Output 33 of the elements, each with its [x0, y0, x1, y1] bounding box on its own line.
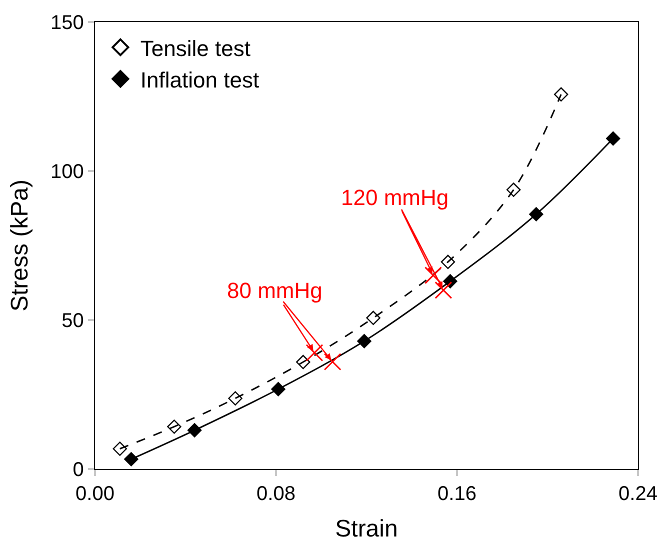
y-tick-label: 0 — [72, 459, 84, 481]
point — [124, 452, 138, 466]
point — [606, 131, 620, 146]
point — [324, 352, 342, 370]
point — [440, 254, 456, 269]
y-tick-label: 100 — [50, 161, 84, 183]
annotation: 80 mmHg — [227, 278, 322, 303]
legend-label: Tensile test — [140, 36, 250, 61]
x-tick-label: 0.08 — [256, 483, 296, 506]
point — [443, 274, 458, 288]
point — [424, 266, 442, 284]
point — [434, 281, 452, 299]
point — [366, 310, 380, 326]
point — [357, 334, 372, 348]
x-tick-label: 0.00 — [76, 483, 114, 506]
x-tick-label: 0.24 — [618, 483, 658, 506]
point — [187, 423, 202, 438]
point — [112, 442, 127, 456]
x-axis-title: Strain — [335, 515, 398, 542]
point — [529, 207, 544, 222]
point — [306, 344, 324, 362]
annotation: 120 mmHg — [341, 185, 449, 210]
point — [554, 87, 568, 102]
point — [271, 382, 286, 396]
point — [228, 391, 242, 406]
y-tick-label: 50 — [62, 310, 84, 332]
y-tick-label: 150 — [50, 12, 84, 34]
legend-label: Inflation test — [140, 67, 260, 92]
point — [506, 182, 521, 197]
x-tick-label: 0.16 — [438, 483, 476, 506]
point — [296, 354, 310, 370]
point — [167, 420, 182, 434]
y-axis-title: Stress (kPa) — [6, 179, 34, 312]
